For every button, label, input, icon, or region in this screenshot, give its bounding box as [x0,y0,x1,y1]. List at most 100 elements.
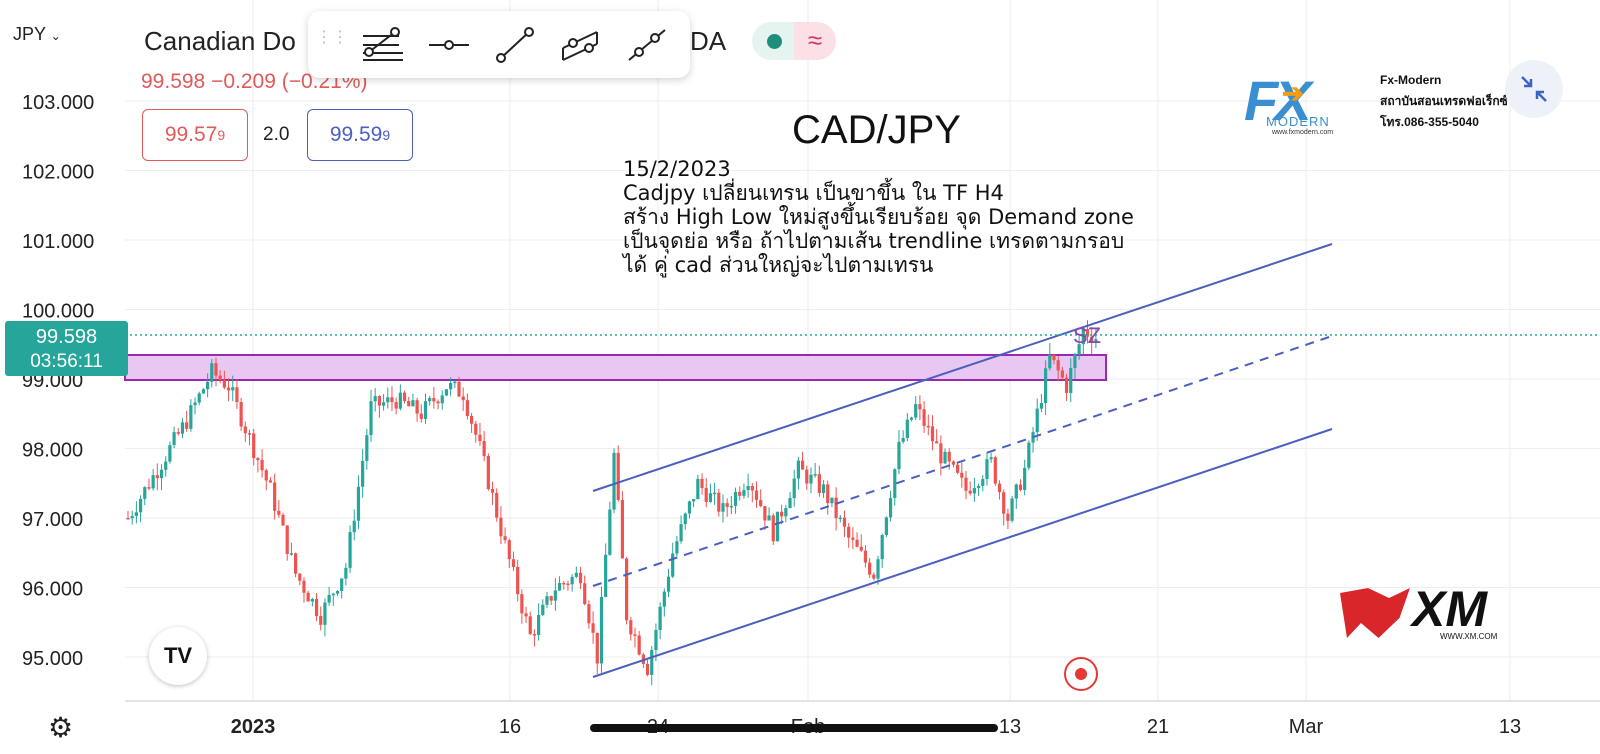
fx-logo-url: www.fxmodern.com [1272,129,1334,136]
candle-body [654,629,658,651]
candle-body [750,485,754,491]
candle-body [587,604,591,624]
candle-body [738,491,742,496]
sell-price: 99.57 [164,123,218,146]
candle-body [340,578,344,591]
candle-body [1023,467,1027,490]
candle-body [390,397,394,403]
home-indicator [590,724,998,732]
symbol-menu[interactable]: JPY ⌄ [13,24,61,45]
sell-price-badge[interactable]: 99.57 9 [142,109,248,161]
y-tick-label: 97.000 [22,509,83,531]
candle-body [511,559,516,567]
candle-body [595,632,599,664]
tool-fib-retracement[interactable] [360,23,406,67]
candle-body [935,441,939,444]
candle-body [197,393,201,403]
candle-body [449,382,453,390]
tool-trend-line[interactable] [492,23,538,67]
record-button[interactable] [1064,657,1098,691]
candle-body [809,474,813,484]
bar-countdown: 03:56:11 [30,351,103,372]
candle-body [650,650,654,675]
drag-handle-icon[interactable]: ⋮⋮ [316,29,348,46]
candle-body [847,526,851,538]
candle-body [1090,336,1094,343]
candle-body [692,499,696,502]
candle-body [788,498,792,509]
candle-body [226,387,231,391]
candle-body [855,539,859,547]
candle-body [981,479,985,486]
candle-body [264,470,268,481]
collapse-button[interactable] [1505,60,1563,118]
channel-upper-line[interactable] [592,243,1333,492]
candle-body [951,461,956,465]
candle-body [968,490,972,494]
candle-body [578,572,583,584]
candle-body [905,419,909,439]
buy-price-badge[interactable]: 99.59 9 [307,109,413,161]
x-tick-label: 16 [499,716,521,738]
note-line: 15/2/2023 [623,157,731,181]
candle-body [268,480,273,483]
settings-button[interactable]: ⚙ [48,711,73,744]
fx-logo-mark: FX [1244,69,1312,132]
candle-body [478,434,482,441]
candle-body [645,663,650,675]
candle-body [180,422,185,434]
candle-body [1077,344,1081,355]
candle-body [926,425,930,428]
candle-body [985,459,989,480]
candle-body [863,550,868,563]
candle-body [252,433,256,459]
candle-body [407,401,411,407]
note-line: สร้าง High Low ใหม่สูงขึ้นเรียบร้อย จุด … [623,205,1134,229]
candle-body [717,492,721,512]
candle-body [897,441,901,470]
status-toggle[interactable]: ≈ [752,22,836,60]
candle-body [838,517,842,520]
y-axis[interactable]: 103.000102.000101.000100.00099.00098.000… [22,92,94,670]
candle-body [356,486,361,521]
candle-body [189,405,193,429]
candle-body [599,596,604,664]
candle-body [956,464,960,473]
candle-body [964,477,968,491]
candle-body [394,402,398,409]
candle-body [763,506,767,521]
symbol-title[interactable]: Canadian Do [144,26,296,56]
tool-extended-line[interactable] [624,23,670,67]
candle-body [130,516,134,519]
candle-body [909,417,914,420]
symbol-menu-label: JPY [13,24,46,44]
candle-body [679,524,683,542]
candle-body [503,536,507,541]
demand-zone[interactable] [124,354,1107,381]
candle-body [704,487,708,502]
candle-body [428,398,432,402]
candle-body [872,574,876,579]
tool-horizontal-ray[interactable] [426,23,472,67]
parallel-channel-icon [562,31,598,61]
candle-body [696,478,700,500]
candle-body [155,475,159,479]
tool-parallel-channel[interactable] [558,23,604,67]
candle-body [629,620,633,635]
candle-body [842,517,847,527]
candle-body [231,387,235,391]
candle-body [377,396,381,406]
candle-body [754,490,759,500]
candle-body [972,488,976,494]
candle-body [235,387,239,402]
candle-body [159,469,164,479]
y-tick-label: 101.000 [22,231,94,253]
candle-body [888,498,893,518]
candle-body [1094,339,1098,343]
candle-body [1069,367,1073,393]
channel-lower-line[interactable] [592,428,1333,678]
tradingview-badge[interactable]: TV [149,627,207,685]
channel-mid-line[interactable] [592,335,1333,587]
tradingview-logo-icon: TV [163,643,193,668]
